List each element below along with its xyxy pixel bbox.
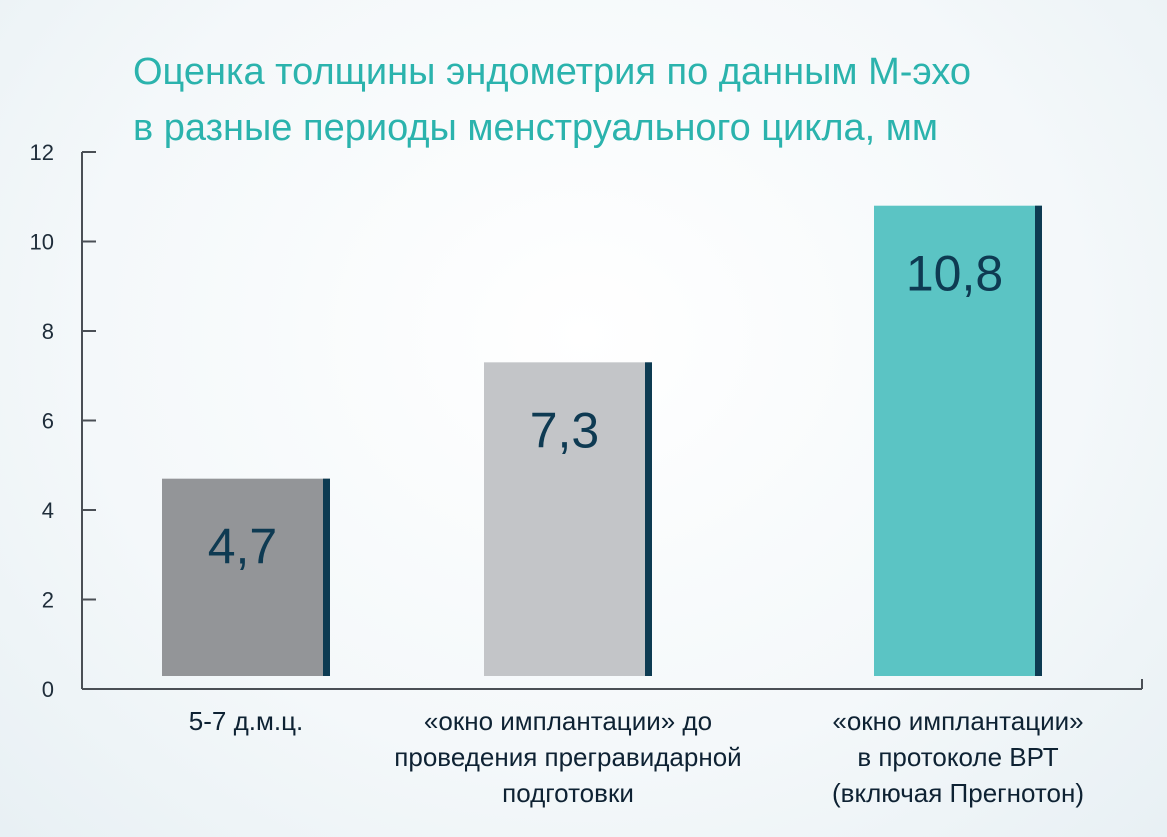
category-label-line: проведения прегравидарной (394, 742, 741, 772)
y-tick-label: 10 (30, 230, 54, 255)
category-label-line: 5-7 д.м.ц. (189, 706, 303, 736)
bar-edge (645, 362, 652, 676)
y-tick-label: 8 (42, 319, 54, 344)
category-label: «окно имплантации» до проведения преграви… (394, 706, 741, 808)
y-tick-label: 0 (42, 677, 54, 702)
axes: 0 2 4 6 8 10 12 (30, 140, 1143, 702)
y-tick-label: 4 (42, 498, 54, 523)
bar-value-label: 4,7 (208, 519, 278, 575)
bars (162, 205, 1042, 676)
chart-title: Оценка толщины эндометрия по данным М-эх… (133, 51, 971, 149)
category-label-line: «окно имплантации» (832, 706, 1083, 736)
y-tick-label: 6 (42, 409, 54, 434)
bar-value-label: 10,8 (906, 246, 1003, 302)
category-label: 5-7 д.м.ц. (189, 706, 303, 736)
category-label-line: в протоколе ВРТ (857, 742, 1058, 772)
bar (484, 362, 652, 676)
bar-edge (1035, 205, 1042, 676)
category-label: «окно имплантации» в протоколе ВРТ (включа… (832, 706, 1084, 808)
category-labels: 5-7 д.м.ц. «окно имплантации» до проведени… (189, 706, 1084, 808)
bar-edge (323, 478, 330, 676)
chart-title-line: Оценка толщины эндометрия по данным М-эх… (133, 51, 971, 93)
chart-title-line: в разные периоды менструального цикла, м… (133, 107, 938, 149)
y-tick-label: 2 (42, 588, 54, 613)
category-label-line: (включая Прегнотон) (832, 778, 1084, 808)
bar (162, 478, 330, 676)
category-label-line: «окно имплантации» до (424, 706, 712, 736)
bar (874, 205, 1042, 676)
bar-value-label: 7,3 (530, 402, 600, 458)
category-label-line: подготовки (502, 778, 634, 808)
y-tick-label: 12 (30, 140, 54, 165)
value-labels: 4,7 7,3 10,8 (208, 246, 1003, 575)
